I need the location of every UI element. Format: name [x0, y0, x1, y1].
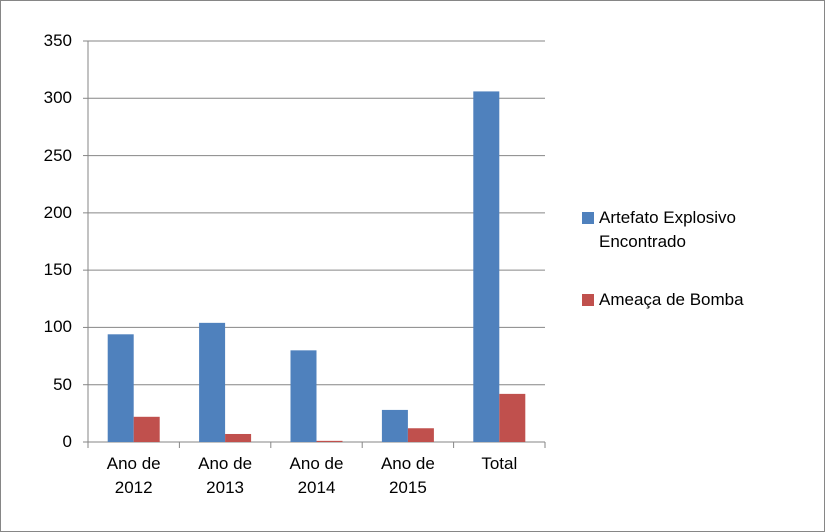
- x-tick-label: Ano de 2013: [198, 454, 253, 497]
- legend-swatch: [582, 212, 594, 224]
- y-tick-label: 350: [43, 31, 72, 50]
- bar: [316, 440, 343, 442]
- y-tick-label: 100: [43, 317, 72, 337]
- legend-swatch: [582, 294, 594, 306]
- y-tick-label: 0: [62, 432, 72, 451]
- y-tick-label: 50: [53, 374, 72, 394]
- legend-label: Artefato Explosivo Encontrado: [599, 208, 737, 251]
- y-tick-label: 300: [43, 88, 72, 108]
- y-tick-label: 200: [43, 202, 72, 222]
- x-tick-label: Ano de 2015: [380, 454, 435, 497]
- y-tick-label: 250: [43, 145, 72, 165]
- bar: [473, 91, 500, 442]
- bar: [381, 409, 408, 442]
- bar: [107, 334, 134, 442]
- bar: [225, 433, 252, 442]
- legend-label: Ameaça de Bomba: [599, 290, 744, 309]
- x-tick-label: Total: [481, 454, 518, 473]
- x-tick-label: Ano de 2012: [106, 454, 161, 497]
- bar: [499, 393, 526, 442]
- bar: [407, 428, 434, 442]
- bar: [199, 322, 226, 442]
- x-tick-label: Ano de 2014: [289, 454, 344, 497]
- bar: [290, 350, 317, 442]
- bar: [133, 416, 160, 442]
- y-tick-label: 150: [43, 260, 72, 280]
